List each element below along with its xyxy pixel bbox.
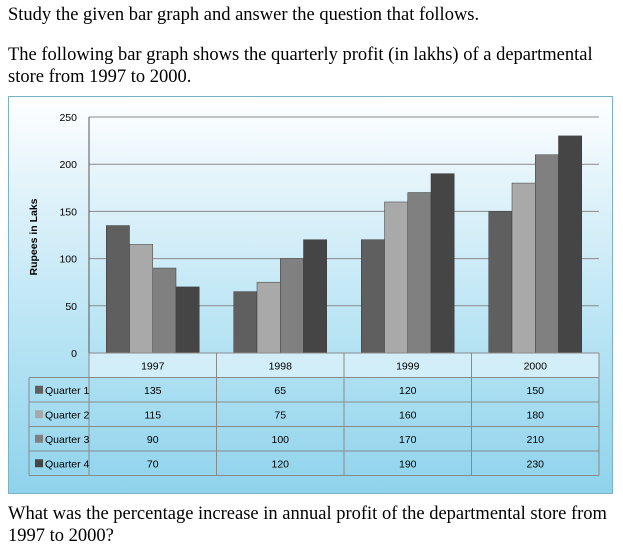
bar bbox=[280, 258, 304, 354]
y-tick-label: 0 bbox=[71, 348, 77, 360]
chart-container: 0 50 100 150 200 250 Rupees in Laks 1997 1998 199… bbox=[8, 96, 613, 494]
data-label: 190 bbox=[399, 458, 417, 470]
data-label: 150 bbox=[526, 385, 544, 397]
legend-swatch bbox=[35, 459, 43, 468]
bar bbox=[303, 239, 327, 354]
data-label: 75 bbox=[274, 409, 286, 421]
bar bbox=[384, 201, 408, 354]
y-axis-label: Rupees in Laks bbox=[28, 198, 40, 275]
data-label: 210 bbox=[526, 434, 544, 446]
y-tick-label: 200 bbox=[59, 159, 77, 171]
bar bbox=[558, 135, 582, 354]
data-label: 135 bbox=[144, 385, 162, 397]
y-tick-label: 250 bbox=[59, 112, 77, 124]
data-label: 160 bbox=[399, 409, 417, 421]
y-tick-label: 150 bbox=[59, 206, 77, 218]
bar bbox=[511, 182, 536, 354]
data-label: 170 bbox=[399, 434, 417, 446]
data-label: 230 bbox=[526, 458, 544, 470]
data-label: 180 bbox=[526, 409, 544, 421]
bar bbox=[361, 239, 385, 354]
x-tick-label: 1998 bbox=[269, 360, 293, 372]
y-tick-label: 100 bbox=[59, 254, 77, 266]
bar bbox=[430, 173, 455, 354]
legend-entry: Quarter 2 bbox=[45, 409, 90, 421]
bar bbox=[129, 244, 153, 354]
legend-swatch bbox=[35, 410, 43, 419]
data-label: 65 bbox=[274, 385, 286, 397]
bar bbox=[152, 267, 177, 354]
data-label: 115 bbox=[144, 409, 161, 421]
data-label: 100 bbox=[271, 434, 289, 446]
bar bbox=[175, 286, 200, 354]
bar bbox=[233, 291, 258, 354]
legend-entry: Quarter 3 bbox=[45, 434, 90, 446]
legend-entry: Quarter 4 bbox=[45, 458, 90, 470]
data-label: 70 bbox=[147, 458, 159, 470]
intro-text: Study the given bar graph and answer the… bbox=[8, 5, 480, 25]
bar-chart: 0 50 100 150 200 250 Rupees in Laks 1997 1998 199… bbox=[28, 112, 600, 476]
bar bbox=[535, 154, 559, 354]
bar bbox=[106, 225, 130, 354]
y-tick-label: 50 bbox=[65, 301, 77, 313]
legend-swatch bbox=[35, 434, 43, 443]
bar bbox=[488, 211, 513, 354]
x-tick-label: 2000 bbox=[524, 360, 548, 372]
question-text: What was the percentage increase in annu… bbox=[8, 504, 607, 546]
bar bbox=[256, 281, 281, 354]
data-label: 120 bbox=[399, 385, 417, 397]
x-tick-label: 1999 bbox=[396, 360, 420, 372]
x-tick-label: 1997 bbox=[141, 360, 165, 372]
legend-entry: Quarter 1 bbox=[45, 385, 90, 397]
bar bbox=[407, 192, 432, 354]
data-label: 90 bbox=[147, 434, 159, 446]
legend-swatch bbox=[35, 385, 43, 394]
data-label: 120 bbox=[271, 458, 289, 470]
description-text: The following bar graph shows the quarte… bbox=[8, 45, 593, 87]
